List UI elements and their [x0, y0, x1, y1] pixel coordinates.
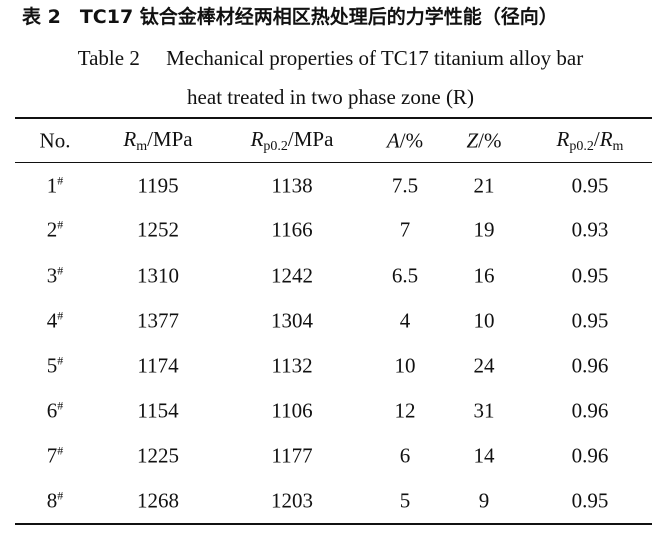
value-cell: 1203 — [271, 488, 313, 513]
header-symbol2: R — [599, 127, 613, 151]
value-cell: 1106 — [271, 398, 313, 423]
sample-number: 6 — [46, 398, 58, 423]
value-cell: 1310 — [137, 263, 179, 288]
value-cell: 0.93 — [571, 217, 609, 242]
header-unit: /MPa — [147, 127, 193, 151]
header-unit: /% — [399, 128, 424, 153]
sample-number: 4 — [46, 308, 58, 333]
value-cell: 1195 — [137, 173, 179, 198]
value-cell: 0.95 — [571, 308, 609, 333]
sample-mark: # — [57, 217, 64, 232]
header-cell: Rm/MPa — [123, 127, 192, 155]
row-number: 4# — [47, 309, 64, 334]
sample-number: 3 — [46, 263, 58, 288]
value-cell: 1154 — [137, 398, 179, 423]
header-cell: A/% — [387, 129, 423, 154]
header-symbol: R — [556, 127, 570, 151]
sample-mark: # — [57, 263, 64, 278]
row-number: 5# — [47, 354, 64, 379]
header-symbol: R — [123, 127, 137, 151]
value-cell: 6.5 — [391, 263, 419, 288]
value-cell: 1174 — [137, 353, 179, 378]
value-cell: 9 — [478, 488, 490, 513]
row-number: 8# — [47, 489, 64, 514]
value-cell: 1138 — [271, 173, 313, 198]
value-cell: 7.5 — [391, 173, 419, 198]
top-rule — [15, 117, 652, 119]
header-unit: /% — [478, 128, 502, 153]
sample-number: 1 — [46, 173, 58, 198]
value-cell: 1252 — [137, 217, 179, 242]
header-rule — [15, 162, 652, 163]
sample-mark: # — [57, 488, 64, 503]
value-cell: 4 — [399, 308, 411, 333]
row-number: 1# — [47, 174, 64, 199]
row-number: 3# — [47, 264, 64, 289]
header-symbol: R — [250, 127, 264, 151]
value-cell: 16 — [473, 263, 495, 288]
header-subscript: p0.2 — [263, 139, 288, 154]
row-number: 7# — [47, 444, 64, 469]
header-subscript: m — [136, 139, 148, 154]
row-number: 6# — [47, 399, 64, 424]
value-cell: 1304 — [271, 308, 313, 333]
value-cell: 31 — [473, 398, 495, 423]
sample-number: 5 — [46, 353, 58, 378]
value-cell: 1268 — [137, 488, 179, 513]
value-cell: 1377 — [137, 308, 179, 333]
sample-number: 8 — [46, 488, 58, 513]
value-cell: 1166 — [271, 217, 313, 242]
caption-english: Table 2 Mechanical properties of TC17 ti… — [77, 46, 584, 70]
value-cell: 0.96 — [571, 443, 609, 468]
header-subscript: p0.2 — [569, 139, 594, 154]
caption-chinese: 表 2 TC17 钛合金棒材经两相区热处理后的力学性能（径向） — [22, 6, 558, 28]
value-cell: 5 — [399, 488, 411, 513]
value-cell: 10 — [394, 353, 416, 378]
sample-number: 7 — [46, 443, 58, 468]
value-cell: 10 — [473, 308, 495, 333]
header-cell: Rp0.2/MPa — [251, 127, 334, 155]
sample-number: 2 — [46, 217, 58, 242]
header-text: No. — [39, 128, 71, 153]
sample-mark: # — [57, 173, 64, 188]
value-cell: 6 — [399, 443, 411, 468]
header-cell: No. — [40, 129, 71, 154]
header-subscript2: m — [612, 139, 624, 154]
sample-mark: # — [57, 443, 64, 458]
caption-english: heat treated in two phase zone (R) — [187, 85, 474, 109]
header-cell: Z/% — [466, 129, 501, 154]
value-cell: 12 — [394, 398, 416, 423]
value-cell: 24 — [473, 353, 495, 378]
value-cell: 14 — [473, 443, 495, 468]
sample-mark: # — [57, 353, 64, 368]
value-cell: 0.95 — [571, 263, 609, 288]
value-cell: 1225 — [137, 443, 179, 468]
header-cell: Rp0.2/Rm — [557, 127, 624, 155]
value-cell: 19 — [473, 217, 495, 242]
value-cell: 7 — [399, 217, 411, 242]
header-unit: / — [593, 127, 600, 151]
value-cell: 0.95 — [571, 173, 609, 198]
value-cell: 0.96 — [571, 353, 609, 378]
value-cell: 1242 — [271, 263, 313, 288]
header-symbol: Z — [466, 128, 479, 153]
sample-mark: # — [57, 308, 64, 323]
value-cell: 1177 — [271, 443, 313, 468]
sample-mark: # — [57, 398, 64, 413]
row-number: 2# — [47, 218, 64, 243]
bottom-rule — [15, 523, 652, 525]
header-unit: /MPa — [287, 127, 334, 151]
header-symbol: A — [386, 128, 400, 153]
value-cell: 21 — [473, 173, 495, 198]
value-cell: 0.96 — [571, 398, 609, 423]
value-cell: 0.95 — [571, 488, 609, 513]
value-cell: 1132 — [271, 353, 313, 378]
